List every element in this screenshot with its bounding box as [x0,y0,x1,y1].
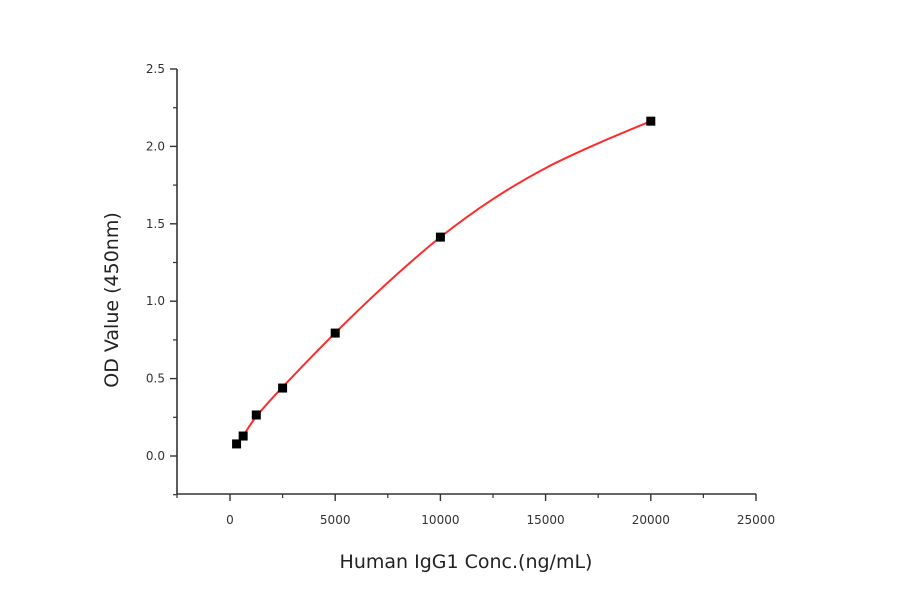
y-tick-label: 1.0 [146,294,165,308]
y-axis-ticks: 0.0 0.5 1.0 1.5 2.0 2.5 [146,62,177,496]
x-tick-label: 0 [226,513,234,527]
y-tick-label: 0.5 [146,372,165,386]
x-tick-label: 25000 [737,513,775,527]
fitted-curve-line [235,120,652,445]
data-point-marker [330,328,340,338]
data-point-marker [646,116,656,126]
y-tick-label: 2.5 [146,62,165,76]
y-tick-label: 2.0 [146,139,165,153]
x-tick-label: 5000 [320,513,351,527]
x-axis-title: Human IgG1 Conc.(ng/mL) [340,551,593,573]
x-tick-label: 10000 [421,513,459,527]
x-tick-label: 20000 [632,513,670,527]
x-axis-ticks: 0 5000 10000 15000 20000 25000 [176,494,775,527]
x-tick-label: 15000 [527,513,565,527]
data-point-marker [238,431,248,441]
y-axis-title: OD Value (450nm) [101,212,123,387]
data-point-marker [278,383,288,393]
data-points [232,116,656,449]
axes [176,69,756,495]
y-tick-label: 1.5 [146,217,165,231]
data-point-marker [232,439,242,449]
y-tick-label: 0.0 [146,449,165,463]
data-point-marker [435,232,445,242]
data-point-marker [251,410,261,420]
